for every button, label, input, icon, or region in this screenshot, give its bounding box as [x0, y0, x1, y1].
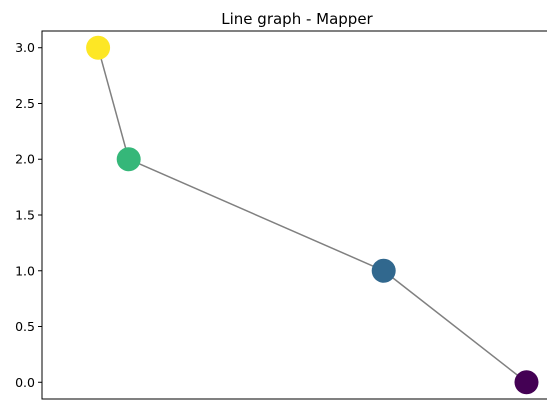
y-tick-label: 2.0: [15, 152, 35, 167]
nodes-layer: [86, 35, 539, 395]
y-tick-label: 1.5: [15, 208, 35, 223]
y-tick-label: 3.0: [15, 40, 35, 55]
y-tick-label: 0.5: [15, 319, 35, 334]
y-axis-ticks: 0.0 0.5 1.0 1.5 2.0 2.5 3.0: [15, 40, 42, 390]
y-tick-label: 1.0: [15, 263, 35, 278]
graph-edge: [383, 270, 527, 383]
plot-frame: [41, 30, 547, 400]
y-tick-label: 2.5: [15, 96, 35, 111]
graph-node: [86, 35, 111, 60]
graph-node: [514, 370, 539, 395]
y-tick-label: 0.0: [15, 375, 35, 390]
chart-title: Line graph - Mapper: [221, 10, 373, 28]
graph-node: [371, 258, 396, 283]
graph-edge: [97, 47, 130, 160]
graph-node: [116, 147, 141, 172]
edges-layer: [97, 47, 527, 383]
graph-edge: [128, 158, 385, 272]
